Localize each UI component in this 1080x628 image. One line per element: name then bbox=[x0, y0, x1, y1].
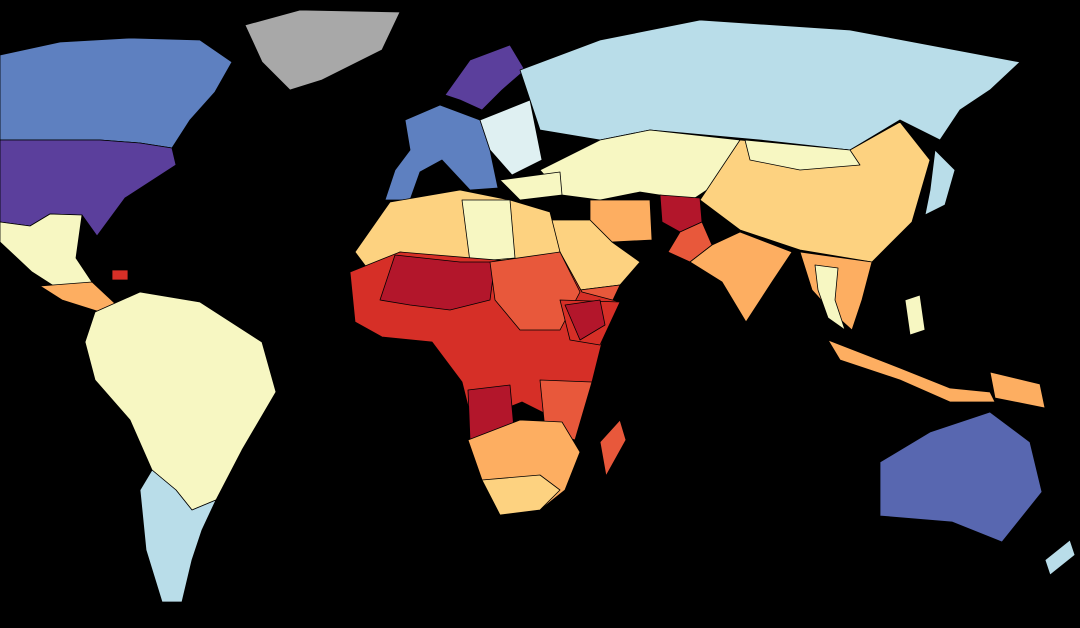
mali-niger bbox=[379, 254, 496, 311]
australia bbox=[879, 411, 1043, 543]
turkey bbox=[499, 171, 563, 201]
greenland bbox=[244, 9, 401, 91]
new-zealand bbox=[1044, 539, 1076, 576]
caribbean bbox=[111, 269, 129, 281]
mongolia bbox=[744, 139, 861, 171]
iran bbox=[589, 199, 653, 243]
south-africa bbox=[481, 474, 561, 516]
philippines bbox=[904, 294, 926, 336]
somalia-ethiopia bbox=[564, 299, 606, 341]
eastern-europe bbox=[479, 99, 543, 176]
central-africa bbox=[489, 251, 581, 331]
japan bbox=[924, 149, 956, 216]
mexico bbox=[0, 213, 93, 291]
south-america-south bbox=[139, 469, 217, 603]
madagascar bbox=[599, 419, 627, 477]
thailand bbox=[814, 264, 846, 331]
indonesia bbox=[827, 339, 996, 403]
india bbox=[689, 231, 793, 323]
scandinavia bbox=[444, 44, 526, 111]
papua bbox=[989, 371, 1046, 409]
libya bbox=[461, 199, 516, 263]
